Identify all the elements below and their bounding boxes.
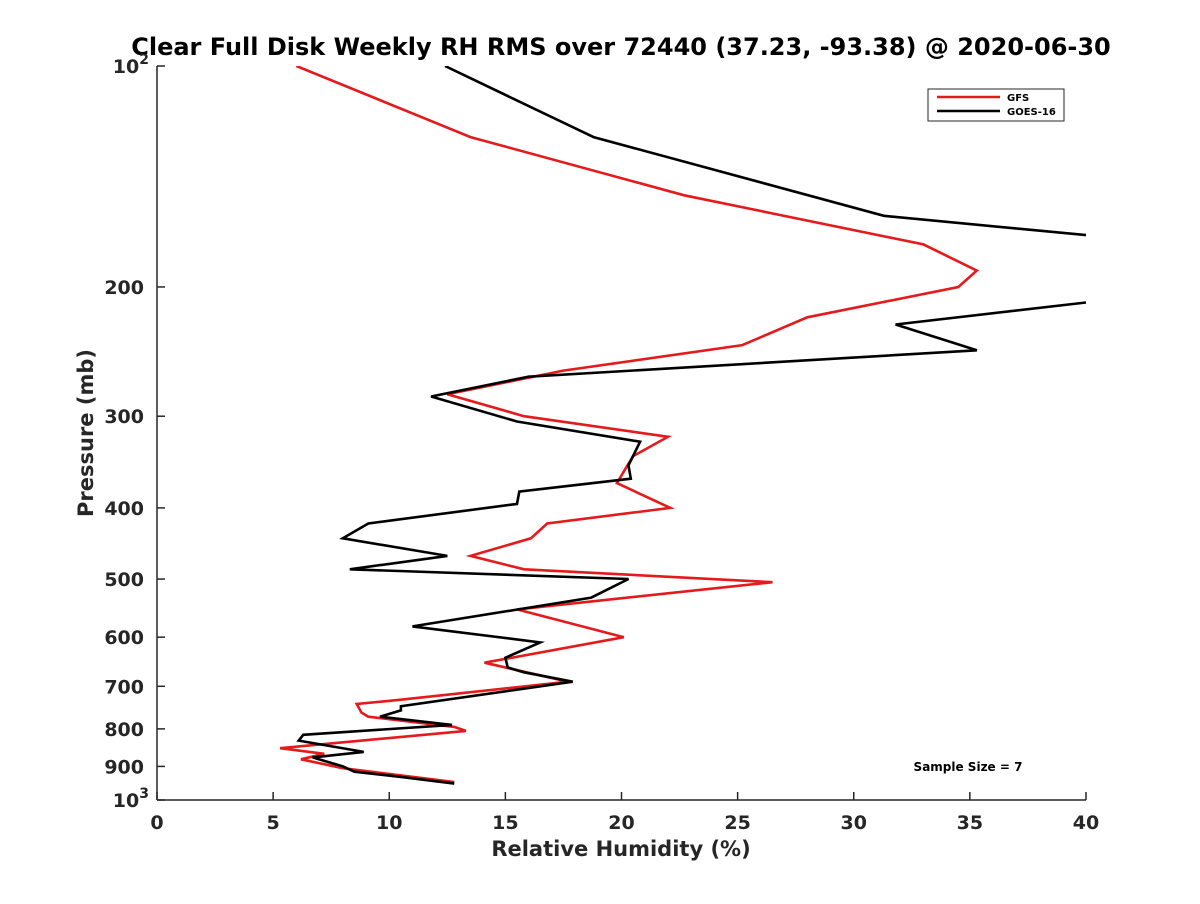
x-tick-label: 40: [1073, 812, 1099, 834]
y-tick-label: 700: [104, 676, 144, 698]
x-tick-label: 35: [957, 812, 983, 834]
plot-area: [156, 66, 1086, 801]
series-layer: [279, 66, 1086, 785]
x-tick-label: 10: [376, 812, 402, 834]
x-axis-label: Relative Humidity (%): [491, 837, 750, 861]
legend: GFS GOES-16: [927, 88, 1065, 122]
x-tick-label: 0: [150, 812, 163, 834]
x-axis-ticks: 0 5 10 15 20 25 30 35 40: [150, 792, 1099, 834]
y-axis-ticks: 102 200 300 400 500 600 700 800 900 103: [104, 52, 165, 812]
legend-label: GOES-16: [1007, 107, 1056, 118]
chart-title: Clear Full Disk Weekly RH RMS over 72440…: [131, 33, 1111, 61]
y-tick-label: 600: [104, 627, 144, 649]
legend-box: [927, 88, 1065, 122]
x-tick-label: 25: [724, 812, 750, 834]
y-tick-label: 300: [104, 406, 144, 428]
sample-size-annotation: Sample Size = 7: [914, 760, 1023, 774]
series-line-goes-16: [296, 66, 1086, 785]
y-axis-label: Pressure (mb): [74, 349, 98, 517]
y-tick-label: 800: [104, 719, 144, 741]
y-tick-label: 102: [113, 52, 149, 78]
legend-label: GFS: [1007, 93, 1029, 104]
y-tick-label: 500: [104, 569, 144, 591]
y-tick-label: 200: [104, 277, 144, 299]
y-tick-label: 103: [113, 786, 149, 812]
x-tick-label: 15: [492, 812, 518, 834]
y-tick-label: 900: [104, 756, 144, 778]
series-clip-group: [279, 66, 1086, 785]
x-tick-label: 30: [841, 812, 867, 834]
series-line-gfs: [279, 66, 980, 784]
x-tick-label: 20: [608, 812, 634, 834]
x-tick-label: 5: [267, 812, 280, 834]
y-tick-label: 400: [104, 498, 144, 520]
